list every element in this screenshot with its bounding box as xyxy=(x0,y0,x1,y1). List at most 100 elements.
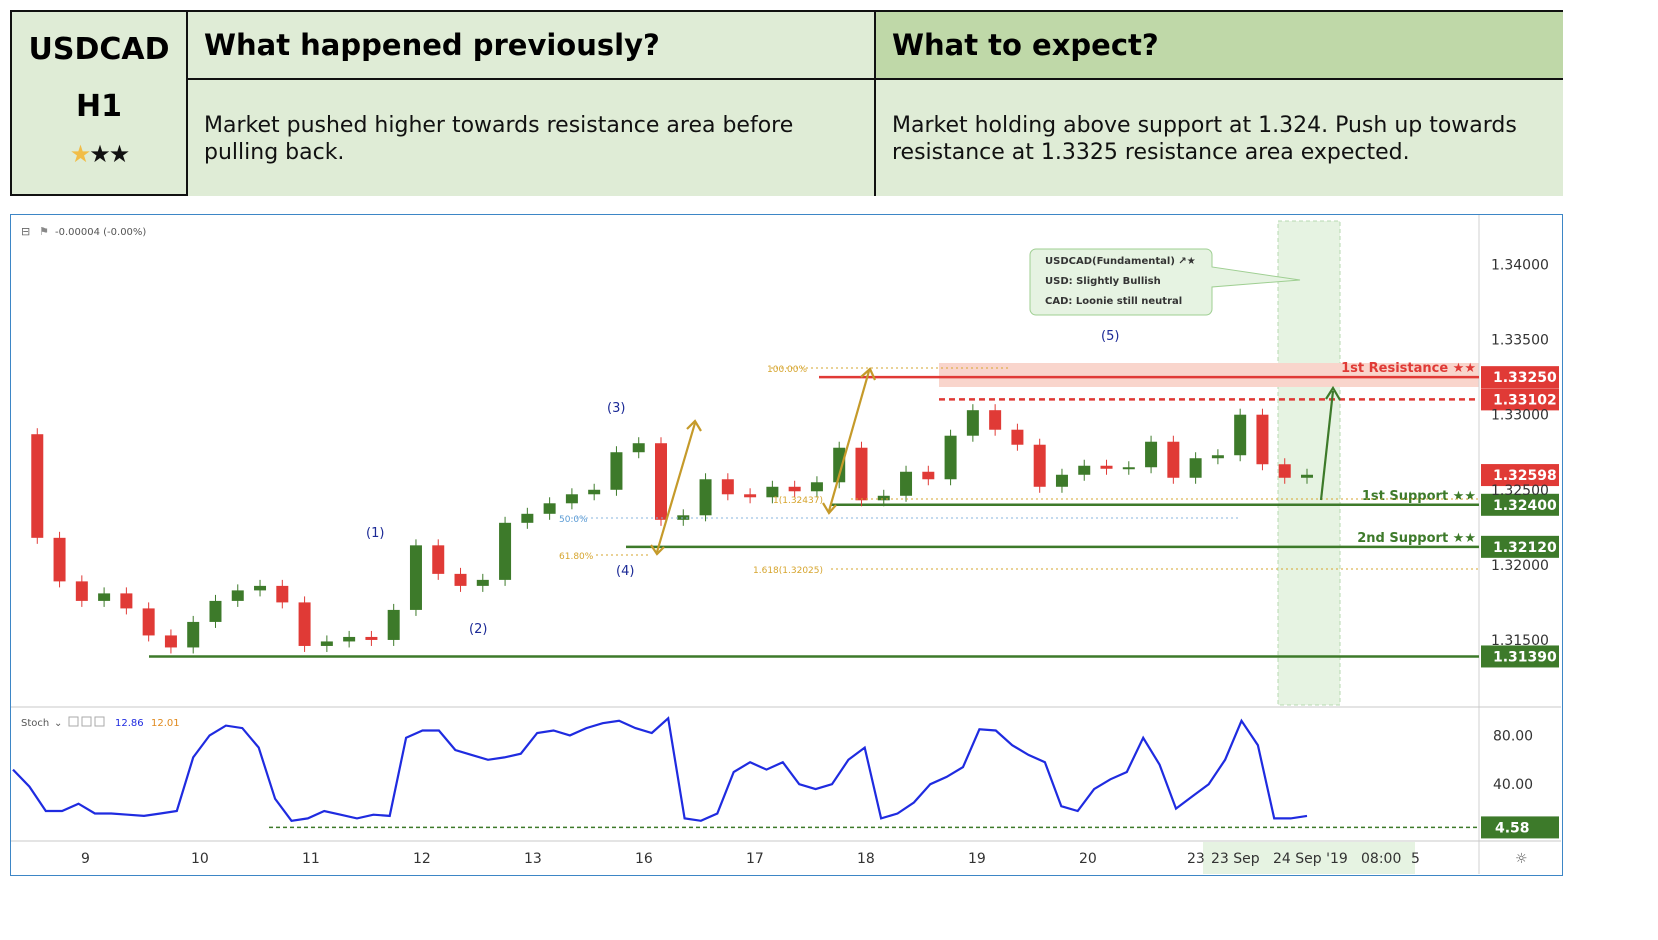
collapse-icon[interactable]: ⊟ xyxy=(21,225,30,238)
candle xyxy=(588,489,601,495)
candle xyxy=(966,410,979,436)
timeframe-label: H1 xyxy=(76,89,122,124)
candle xyxy=(766,486,779,498)
time-label-date1: 23 Sep xyxy=(1211,851,1260,867)
time-tick: 18 xyxy=(857,851,875,867)
level-value-tag xyxy=(1481,464,1559,487)
fundamental-title: USDCAD(Fundamental) ↗★ xyxy=(1045,256,1196,267)
candle xyxy=(187,621,200,648)
time-tick: 11 xyxy=(302,851,320,867)
candle xyxy=(610,452,623,490)
chevron-down-icon[interactable]: ⌄ xyxy=(54,718,62,729)
star-icon: ★ xyxy=(108,140,130,168)
wave-3-label: (3) xyxy=(607,401,625,416)
candle xyxy=(1301,474,1313,478)
level-value-text: 1.33250 xyxy=(1493,370,1557,386)
candle xyxy=(1256,414,1269,465)
candle xyxy=(142,608,155,636)
candle xyxy=(521,513,534,523)
candle xyxy=(1145,441,1158,468)
time-tick: 9 xyxy=(81,851,90,867)
level-value-text: 1.31390 xyxy=(1493,649,1557,665)
candle xyxy=(454,573,467,586)
time-tick: 20 xyxy=(1079,851,1097,867)
expected-move-arrow xyxy=(1319,385,1341,501)
level-name: 1st Support ★★ xyxy=(1362,489,1476,504)
resistance-zone xyxy=(939,363,1479,387)
candle xyxy=(677,515,690,520)
fib-61-label: 61.80% xyxy=(559,552,594,562)
expect-body: Market holding above support at 1.324. P… xyxy=(876,80,1563,196)
price-tick: 1.33500 xyxy=(1491,333,1549,349)
settings-gear-icon[interactable]: ☼ xyxy=(1515,851,1528,867)
candle xyxy=(788,486,801,492)
time-tick: 12 xyxy=(413,851,431,867)
candle xyxy=(276,585,289,603)
wave-5-label: (5) xyxy=(1101,329,1119,344)
close-icon[interactable] xyxy=(94,716,105,727)
time-highlight-band xyxy=(1277,220,1341,706)
expect-header: What to expect? xyxy=(876,12,1563,80)
candle xyxy=(98,593,111,601)
wave-4-label: (4) xyxy=(616,564,634,579)
eye-icon[interactable] xyxy=(68,716,79,727)
candle xyxy=(877,495,890,501)
indicator-readout: -0.00004 (-0.00%) xyxy=(55,227,146,238)
candle xyxy=(75,581,88,601)
level-name: 2nd Support ★★ xyxy=(1357,531,1476,546)
level-value-tag xyxy=(1481,535,1559,558)
fib-1-label: 1(1.32437) xyxy=(773,496,823,506)
candle xyxy=(1234,414,1247,456)
candle xyxy=(476,579,489,586)
wave-2-label: (2) xyxy=(469,622,487,637)
price-chart[interactable]: 1.33250 1st Resistance ★★ 1.33102 1.32598 1.… xyxy=(10,214,1563,876)
stoch-d-value: 12.01 xyxy=(151,718,180,729)
time-tick: 16 xyxy=(635,851,653,867)
price-tick: 1.34000 xyxy=(1491,258,1549,274)
fib-100-label: 100.00% xyxy=(767,365,807,375)
price-tick: 1.32500 xyxy=(1491,483,1549,499)
stoch-level-text: 4.58 xyxy=(1495,820,1530,836)
candle xyxy=(1211,455,1224,459)
wave-1-label: (1) xyxy=(366,526,384,541)
stoch-k-value: 12.86 xyxy=(115,718,144,729)
candle xyxy=(565,494,578,504)
fib-50-label: 50.0% xyxy=(559,515,588,525)
candle xyxy=(1278,464,1291,478)
projection-arrows xyxy=(650,367,877,556)
candle xyxy=(543,503,556,514)
fib-1618-label: 1.618(1.32025) xyxy=(753,566,823,576)
candle xyxy=(989,410,1002,430)
candle xyxy=(209,600,222,622)
candle xyxy=(900,471,913,496)
candle xyxy=(1055,474,1068,487)
price-tick: 1.32000 xyxy=(1491,558,1549,574)
candle xyxy=(1122,467,1135,470)
level-value-tag xyxy=(1481,388,1559,411)
fundamental-callout: USDCAD(Fundamental) ↗★ USD: Slightly Bul… xyxy=(1029,248,1301,316)
candle xyxy=(1078,465,1091,475)
stoch-level-tag xyxy=(1481,816,1559,839)
candle xyxy=(31,434,44,538)
candle xyxy=(810,482,823,492)
candle xyxy=(944,435,957,480)
level-value-tag xyxy=(1481,645,1559,668)
candle xyxy=(254,585,267,591)
stoch-line xyxy=(12,716,1308,822)
level-value-text: 1.32400 xyxy=(1493,498,1557,514)
candle xyxy=(922,471,935,480)
settings-icon[interactable] xyxy=(81,716,92,727)
symbol-cell: USDCAD H1 ★★★ xyxy=(12,12,188,196)
star-gold-icon: ★ xyxy=(69,140,91,168)
candle xyxy=(744,494,757,498)
time-label-time: 08:00 xyxy=(1361,851,1401,867)
time-axis-highlight xyxy=(1203,842,1415,874)
candle xyxy=(53,537,66,582)
candle xyxy=(164,635,177,648)
candle xyxy=(343,636,356,642)
previous-text: Market pushed higher towards resistance … xyxy=(204,113,794,165)
previous-header: What happened previously? xyxy=(188,12,876,80)
time-label-date2: 24 Sep '19 xyxy=(1273,851,1348,867)
candle xyxy=(320,641,333,646)
summary-table: USDCAD H1 ★★★ What happened previously? … xyxy=(10,10,1563,196)
